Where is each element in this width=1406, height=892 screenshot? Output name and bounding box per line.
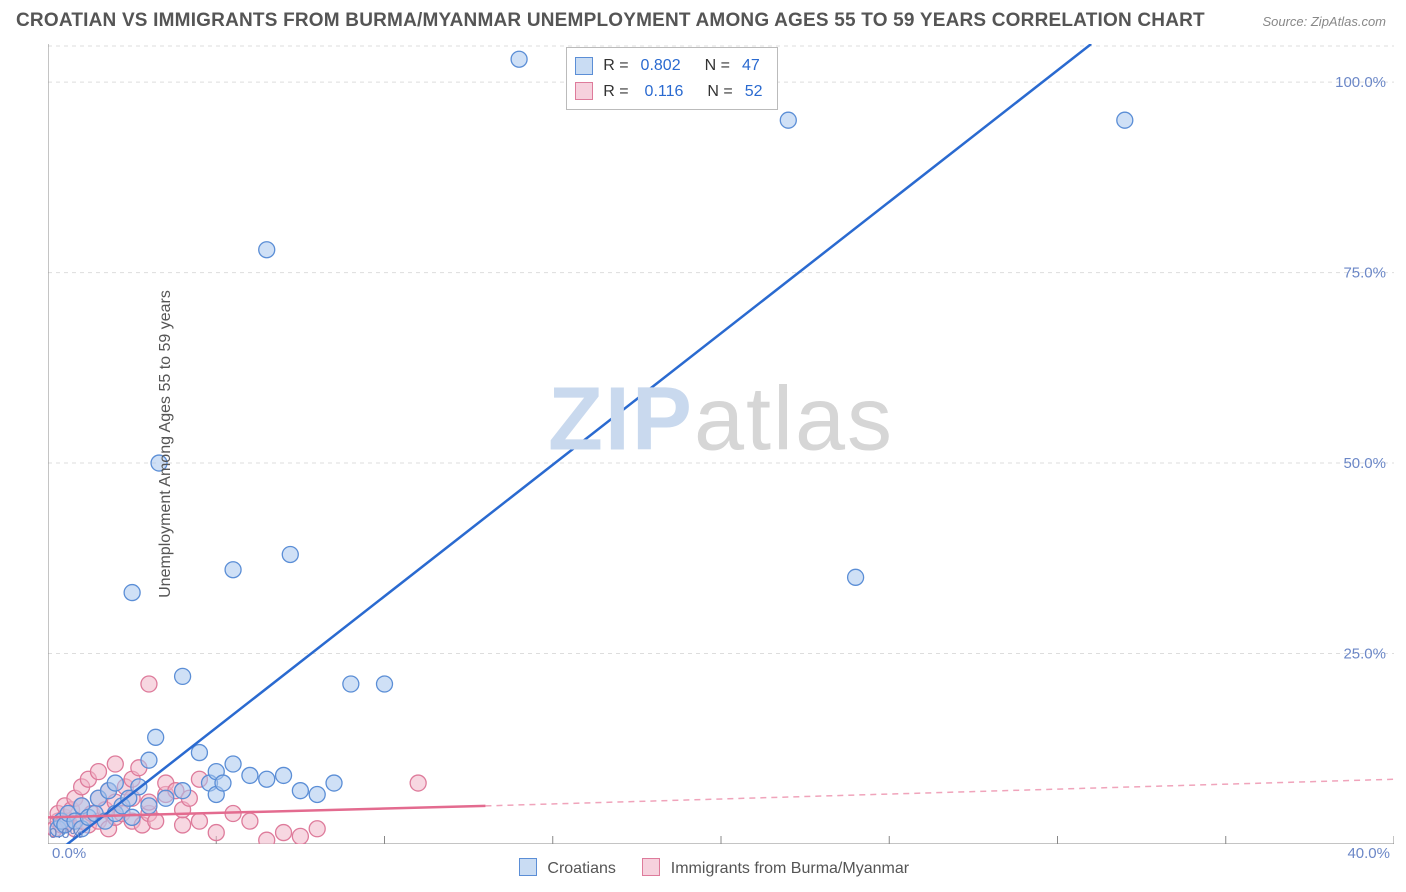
svg-text:75.0%: 75.0% [1343,265,1386,282]
legend-series-label: Croatians [547,860,615,877]
y-axis-label: Unemployment Among Ages 55 to 59 years [157,290,175,598]
legend-n-value: 47 [742,53,760,79]
svg-text:0.0%: 0.0% [49,825,83,842]
legend-stats-box: R = 0.802 N = 47 R = 0.116 N = 52 [566,47,777,110]
swatch-icon [575,57,593,75]
swatch-icon [642,858,660,876]
legend-label: N = [707,79,732,105]
x-tick-label: 40.0% [1347,845,1390,862]
legend-label: N = [705,53,730,79]
svg-text:100.0%: 100.0% [1335,74,1386,91]
swatch-icon [575,82,593,100]
legend-series-label: Immigrants from Burma/Myanmar [671,860,909,877]
plot-area: Unemployment Among Ages 55 to 59 years 2… [48,44,1394,844]
chart-title: CROATIAN VS IMMIGRANTS FROM BURMA/MYANMA… [16,10,1205,32]
legend-r-value: 0.116 [645,79,684,105]
legend-label: R = [603,53,628,79]
x-tick-label: 0.0% [52,845,86,862]
source-label: Source: ZipAtlas.com [1262,14,1386,29]
scatter-chart: 25.0% 50.0% 75.0% 100.0% 0.0% [48,44,1394,844]
svg-text:25.0%: 25.0% [1343,646,1386,663]
legend-row: R = 0.116 N = 52 [575,79,762,105]
svg-text:50.0%: 50.0% [1343,455,1386,472]
bottom-legend: Croatians Immigrants from Burma/Myanmar [0,858,1406,878]
legend-r-value: 0.802 [641,53,681,79]
legend-n-value: 52 [745,79,763,105]
swatch-icon [519,858,537,876]
legend-label: R = [603,79,628,105]
legend-row: R = 0.802 N = 47 [575,53,762,79]
